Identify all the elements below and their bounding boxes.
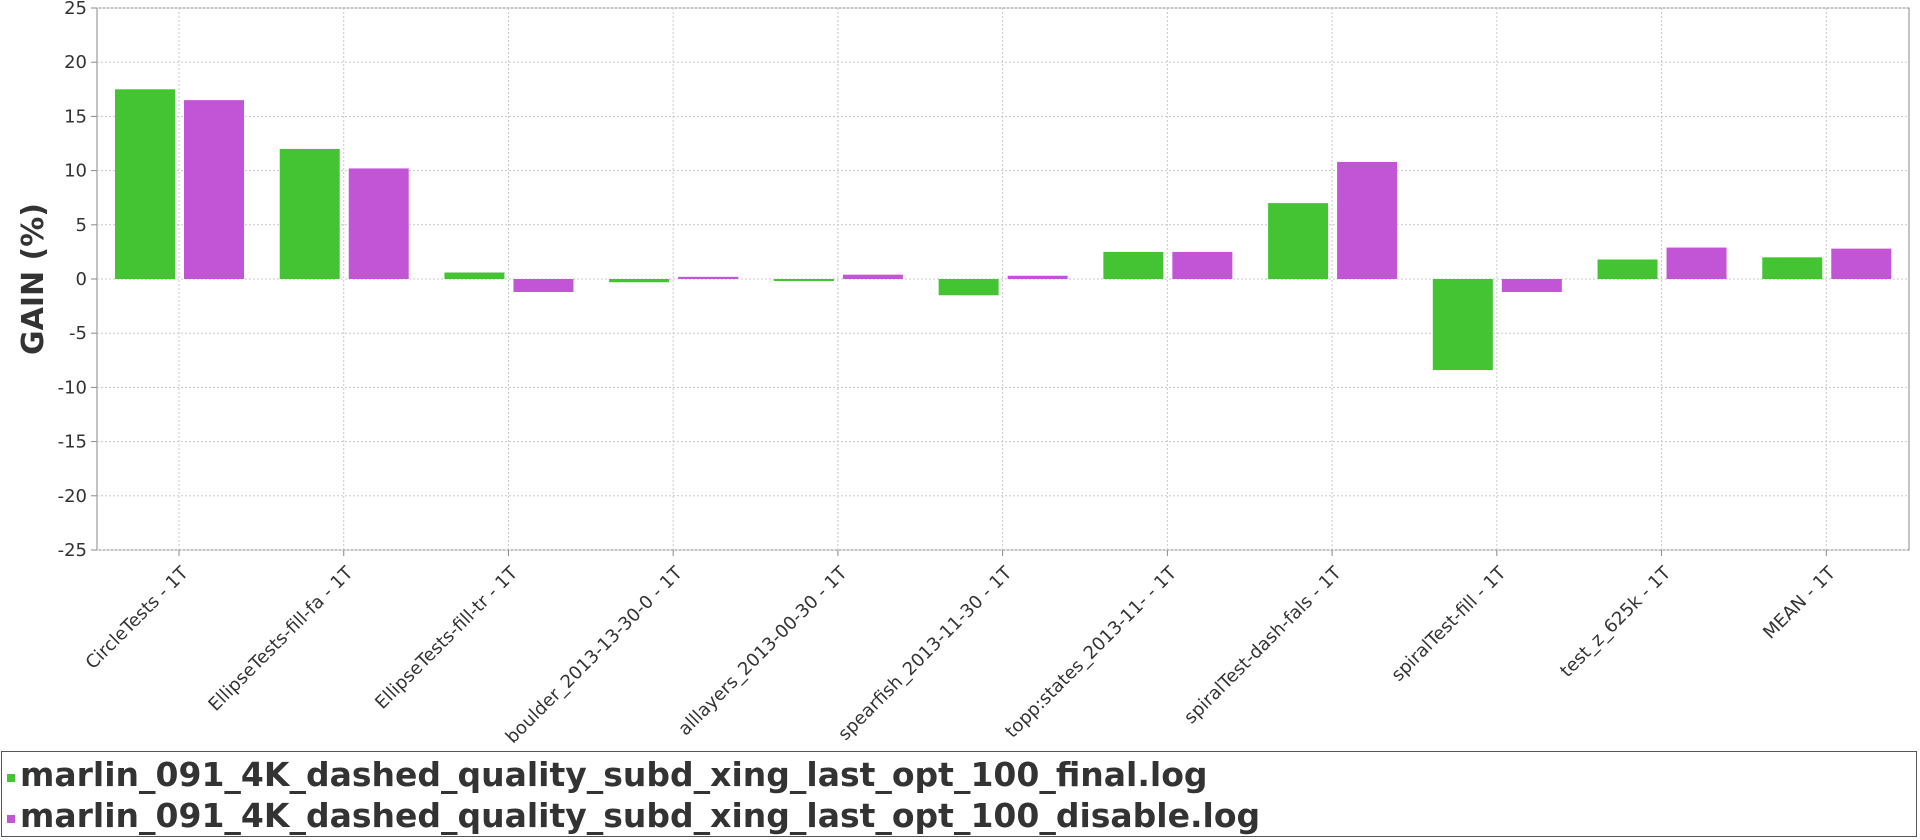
bar-chart: 25 20 15 10 5 0 -5 -10 -15 -20 -25 CircleTests - 1… [16, 0, 1910, 748]
legend-item-disable: marlin_091_4K_dashed_quality_subd_xing_l… [2, 795, 1916, 836]
bar-final [115, 89, 175, 279]
bars [115, 89, 1892, 371]
y-tick-label: 15 [64, 106, 87, 127]
legend-swatch-disable [7, 814, 15, 823]
bar-disable [1831, 248, 1892, 279]
legend-item-final: marlin_091_4K_dashed_quality_subd_xing_l… [2, 754, 1916, 795]
x-tick-label: EllipseTests-fill-tr - 1T [371, 562, 523, 714]
y-tick-label: 5 [76, 215, 87, 236]
x-tick-label: topp:states_2013-11- - 1T [1001, 562, 1181, 742]
bar-final [1597, 259, 1658, 279]
x-tick-label: EllipseTests-fill-fa - 1T [204, 562, 358, 716]
y-tick-label: 0 [76, 269, 87, 290]
bar-disable [513, 279, 574, 293]
y-tick-label: 25 [64, 0, 87, 19]
y-axis-ticks: 25 20 15 10 5 0 -5 -10 -15 -20 -25 [58, 0, 97, 561]
y-tick-label: -15 [58, 432, 87, 453]
bar-disable [1666, 247, 1727, 279]
x-tick-label: test_z_625k - 1T [1556, 562, 1676, 682]
bar-final [1103, 251, 1164, 279]
bar-final [1762, 257, 1823, 279]
bar-final [938, 279, 999, 296]
bar-disable [1172, 251, 1233, 279]
bar-disable [348, 168, 409, 279]
bar-final [279, 148, 340, 279]
bar-disable [678, 276, 739, 279]
y-tick-label: -20 [58, 486, 87, 507]
y-tick-label: -5 [69, 323, 87, 344]
y-tick-label: -25 [58, 540, 87, 561]
x-tick-label: MEAN - 1T [1759, 562, 1840, 643]
bar-final [1268, 203, 1329, 279]
x-tick-label: alllayers_2013-00-30 - 1T [674, 562, 852, 740]
legend-label-disable: marlin_091_4K_dashed_quality_subd_xing_l… [20, 796, 1261, 835]
x-tick-label: spearfish_2013-11-30 - 1T [834, 562, 1017, 745]
x-tick-label: boulder_2013-13-30-0 - 1T [502, 562, 688, 748]
bar-disable [1007, 275, 1068, 279]
legend-swatch-final [7, 773, 15, 782]
y-axis-label: GAIN (%) [16, 203, 51, 355]
y-tick-label: 10 [64, 161, 87, 182]
x-tick-label: CircleTests - 1T [82, 562, 194, 674]
bar-final [1432, 279, 1493, 371]
x-tick-label: spiralTest-dash-fals - 1T [1180, 562, 1346, 728]
y-tick-label: -10 [58, 377, 87, 398]
bar-disable [184, 100, 244, 279]
bar-disable [842, 274, 903, 279]
bar-final [444, 272, 505, 279]
bar-disable [1501, 279, 1562, 293]
legend: marlin_091_4K_dashed_quality_subd_xing_l… [1, 751, 1917, 837]
bar-final [773, 279, 834, 281]
bar-final [609, 279, 670, 283]
x-tick-label: spiralTest-fill - 1T [1387, 562, 1511, 686]
bar-disable [1337, 161, 1398, 279]
x-axis-ticks: CircleTests - 1T EllipseTests-fill-fa - 1… [82, 550, 1841, 748]
y-tick-label: 20 [64, 52, 87, 73]
legend-label-final: marlin_091_4K_dashed_quality_subd_xing_l… [20, 755, 1208, 794]
